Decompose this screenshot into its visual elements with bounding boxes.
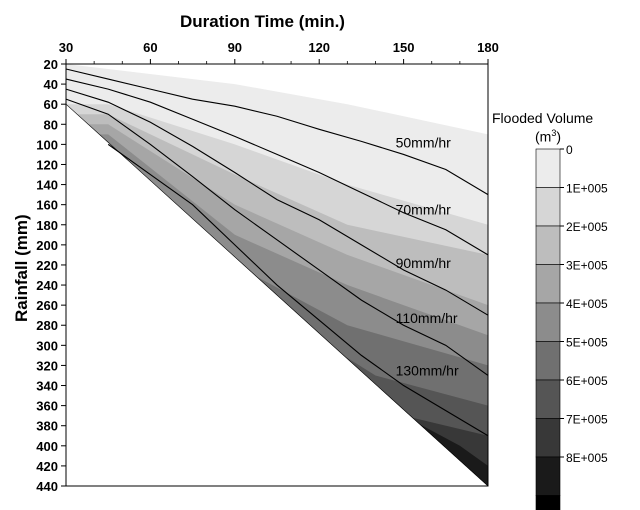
legend-label-0: 0 xyxy=(566,143,573,157)
y-tick-label-2: 60 xyxy=(44,97,58,112)
legend-title: Flooded Volume xyxy=(492,110,594,126)
isoline-2 xyxy=(65,88,489,316)
isoline-label-0: 50mm/hr xyxy=(396,134,452,150)
legend-swatch-6 xyxy=(535,379,561,419)
isoline-label-3: 110mm/hr xyxy=(396,310,458,326)
isoline-0 xyxy=(65,68,489,196)
legend-label-7: 7E+005 xyxy=(566,413,608,427)
x-tick-label-0: 30 xyxy=(59,40,73,55)
x-tick-label-3: 120 xyxy=(308,40,330,55)
x-tick-label-5: 180 xyxy=(477,40,499,55)
y-tick-label-6: 140 xyxy=(36,178,58,193)
y-tick-label-5: 120 xyxy=(36,157,58,172)
plot-frame xyxy=(65,63,489,487)
y-tick-label-9: 200 xyxy=(36,238,58,253)
isoline-label-1: 70mm/hr xyxy=(396,202,452,218)
y-tick-label-3: 80 xyxy=(44,117,58,132)
legend-swatch-0 xyxy=(535,148,561,188)
legend-swatch-3 xyxy=(535,264,561,304)
legend-label-3: 3E+005 xyxy=(566,259,608,273)
legend-label-8: 8E+005 xyxy=(566,451,608,465)
y-tick-label-20: 420 xyxy=(36,459,58,474)
y-tick-label-13: 280 xyxy=(36,318,58,333)
legend-swatch-1 xyxy=(535,187,561,227)
y-tick-label-12: 260 xyxy=(36,298,58,313)
isoline-3 xyxy=(65,98,489,376)
y-tick-label-14: 300 xyxy=(36,338,58,353)
legend-swatch-7 xyxy=(535,418,561,458)
legend-unit-close: ) xyxy=(556,128,562,145)
isoline-1 xyxy=(65,78,489,256)
legend-swatch-4 xyxy=(535,302,561,342)
legend-swatch-5 xyxy=(535,341,561,381)
x-tick-label-4: 150 xyxy=(393,40,415,55)
isoline-4 xyxy=(107,143,489,437)
y-tick-label-18: 380 xyxy=(36,419,58,434)
legend-swatch-8 xyxy=(535,456,561,496)
y-tick-label-0: 20 xyxy=(44,57,58,72)
isoline-label-2: 90mm/hr xyxy=(396,255,452,271)
legend-unit: (m3) xyxy=(535,128,561,145)
legend-unit-open: (m xyxy=(535,128,552,145)
y-tick-label-11: 240 xyxy=(36,278,58,293)
isoline-label-4: 130mm/hr xyxy=(396,362,459,378)
legend-label-6: 6E+005 xyxy=(566,374,608,388)
filled-bands xyxy=(66,64,488,486)
legend-label-4: 4E+005 xyxy=(566,297,608,311)
y-tick-label-8: 180 xyxy=(36,218,58,233)
legend-label-5: 5E+005 xyxy=(566,336,608,350)
y-tick-label-16: 340 xyxy=(36,379,58,394)
y-tick-label-15: 320 xyxy=(36,358,58,373)
y-tick-label-4: 100 xyxy=(36,137,58,152)
legend-unit-sup: 3 xyxy=(551,128,557,138)
y-tick-label-1: 40 xyxy=(44,77,58,92)
legend-label-2: 2E+005 xyxy=(566,220,608,234)
legend-swatch-9 xyxy=(535,495,561,510)
y-tick-label-10: 220 xyxy=(36,258,58,273)
x-tick-label-2: 90 xyxy=(228,40,242,55)
y-tick-label-21: 440 xyxy=(36,479,58,494)
y-tick-label-7: 160 xyxy=(36,198,58,213)
y-tick-label-19: 400 xyxy=(36,439,58,454)
x-tick-label-1: 60 xyxy=(143,40,157,55)
y-tick-label-17: 360 xyxy=(36,399,58,414)
chart-title: Duration Time (min.) xyxy=(180,12,345,31)
legend-label-1: 1E+005 xyxy=(566,182,608,196)
legend-swatch-2 xyxy=(535,225,561,265)
data-region-edge xyxy=(65,103,489,487)
